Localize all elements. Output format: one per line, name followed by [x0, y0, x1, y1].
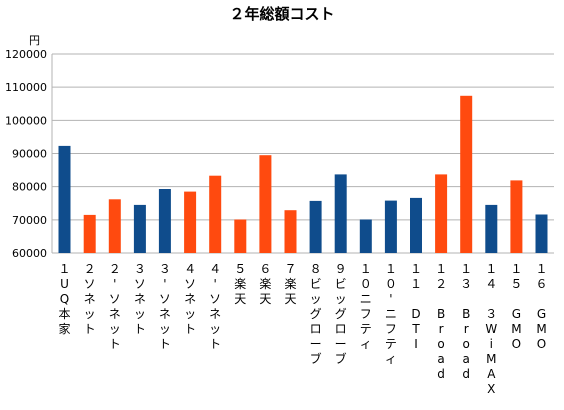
- x-axis-label: １ １ D T I: [409, 262, 422, 351]
- x-axis-label: ６ 楽 天: [259, 262, 272, 306]
- bar: [158, 189, 171, 253]
- bars: [58, 95, 548, 253]
- bar: [259, 155, 272, 253]
- x-axis-label: １ ０ ニ フ テ ィ: [359, 262, 372, 351]
- x-axis-label: ８ ビ ッ グ ロ ー ブ: [309, 262, 322, 366]
- x-axis-label: ２ ソ ネ ッ ト: [83, 262, 96, 336]
- bar: [209, 175, 222, 253]
- x-axis-label: １ ６ G M O: [535, 262, 548, 351]
- x-axis-label: １ ５ G M O: [510, 262, 523, 351]
- y-axis-unit-label: 円: [29, 34, 40, 47]
- x-axis-label: １ ２ B r o a d: [435, 262, 448, 381]
- bar: [184, 191, 197, 253]
- y-tick-label: 100000: [5, 114, 47, 127]
- x-axis-label: １ U Q 本 家: [58, 262, 71, 336]
- y-tick-label: 90000: [12, 148, 47, 161]
- gridlines: [52, 53, 554, 254]
- bar: [133, 204, 146, 253]
- y-tick-label: 70000: [12, 214, 47, 227]
- bar: [410, 197, 422, 253]
- x-axis-label: ４ ソ ネ ッ ト: [184, 262, 197, 336]
- bar: [384, 200, 397, 253]
- chart-title: ２年総額コスト: [229, 5, 335, 23]
- x-axis-label: １ ４ ３ W i M A X: [485, 262, 498, 396]
- bar: [284, 210, 297, 253]
- bar: [334, 174, 347, 253]
- bar: [535, 214, 548, 253]
- y-tick-label: 120000: [5, 48, 47, 61]
- bar: [510, 180, 523, 253]
- y-tick-label: 60000: [12, 247, 47, 260]
- x-axis-label: ５ 楽 天: [234, 262, 247, 306]
- x-axis-label: ９ ビ ッ グ ロ ー ブ: [334, 262, 347, 366]
- x-axis-label: １ ３ B r o a d: [460, 262, 473, 381]
- bar: [83, 214, 96, 253]
- bar: [58, 145, 71, 253]
- bar: [309, 200, 322, 253]
- y-tick-label: 110000: [5, 81, 47, 94]
- x-axis-label: １ ０ ' ニ フ テ ィ: [384, 262, 397, 366]
- bar: [435, 174, 448, 253]
- bar: [234, 219, 247, 253]
- bar: [108, 199, 121, 253]
- x-axis-label: ２ ' ソ ネ ッ ト: [108, 262, 121, 351]
- bar: [485, 204, 498, 253]
- x-axis-label: ３ ソ ネ ッ ト: [133, 262, 146, 336]
- y-axis-ticks: 60000 70000 80000 90000 100000 110000 120000: [5, 48, 47, 260]
- x-axis-label: ３ ' ソ ネ ッ ト: [158, 262, 171, 351]
- x-axis-label: ７ 楽 天: [284, 262, 297, 306]
- bar: [359, 219, 372, 253]
- x-axis-label: ４ ' ソ ネ ッ ト: [209, 262, 222, 351]
- bar: [460, 95, 473, 253]
- y-tick-label: 80000: [12, 181, 47, 194]
